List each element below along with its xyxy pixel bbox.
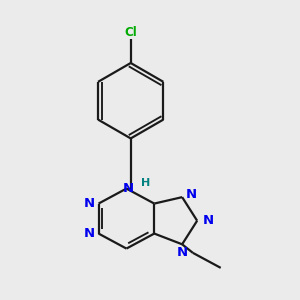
Text: N: N — [84, 227, 95, 240]
Text: N: N — [177, 246, 188, 260]
Text: N: N — [186, 188, 197, 202]
Text: N: N — [202, 214, 213, 227]
Text: Cl: Cl — [124, 26, 137, 39]
Text: H: H — [141, 178, 150, 188]
Text: N: N — [123, 182, 134, 195]
Text: N: N — [84, 197, 95, 210]
